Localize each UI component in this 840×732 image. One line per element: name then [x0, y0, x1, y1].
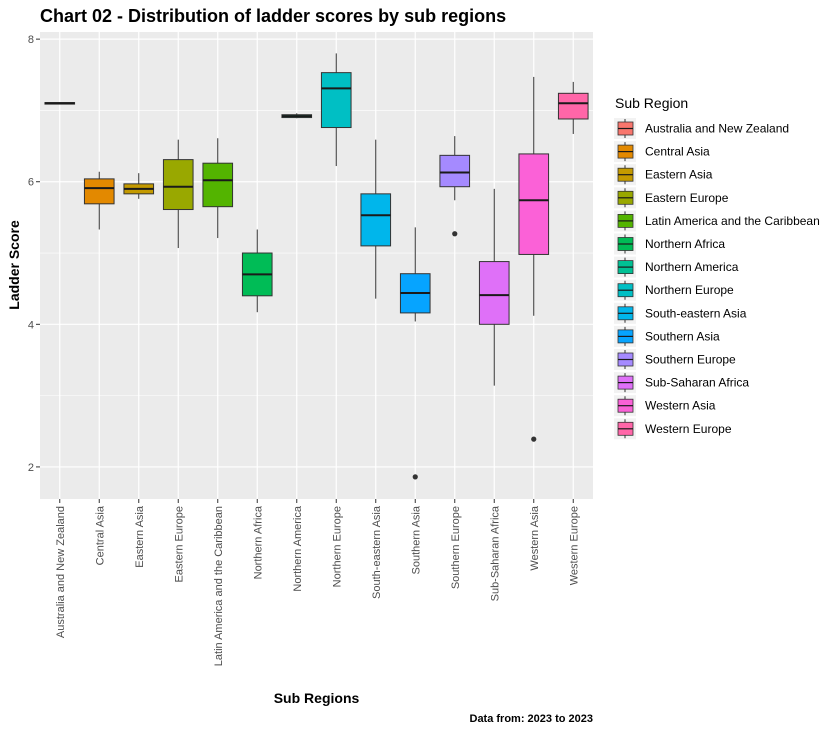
y-tick-label: 8 — [28, 34, 34, 46]
legend-item: Northern Africa — [614, 233, 725, 255]
x-tick-label: Northern America — [292, 505, 304, 591]
legend-item: Sub-Saharan Africa — [614, 372, 749, 394]
x-tick-label: South-eastern Asia — [371, 505, 383, 599]
legend-title: Sub Region — [615, 95, 688, 111]
outlier-point — [531, 436, 537, 442]
x-tick-label: Northern Europe — [331, 506, 343, 587]
box-iqr — [518, 153, 550, 255]
legend-label: Southern Europe — [645, 353, 736, 367]
x-tick-label: Southern Europe — [450, 506, 462, 589]
box-iqr — [439, 154, 471, 188]
legend-item: Australia and New Zealand — [614, 118, 789, 139]
box-latin-america-and-the-caribbean — [202, 138, 234, 239]
y-axis-title: Ladder Score — [6, 220, 22, 310]
box-northern-america — [281, 113, 313, 119]
box-iqr — [162, 159, 194, 211]
legend-item: Central Asia — [614, 141, 710, 163]
box-northern-europe — [320, 53, 352, 167]
data-caption: Data from: 2023 to 2023 — [470, 713, 594, 725]
legend-label: Latin America and the Caribbean — [645, 214, 820, 228]
box-iqr — [360, 193, 392, 247]
legend-label: South-eastern Asia — [645, 306, 747, 320]
x-tick-label: Sub-Saharan Africa — [489, 505, 501, 601]
legend-label: Western Asia — [645, 399, 716, 413]
box-iqr — [557, 92, 589, 120]
box-southern-asia — [399, 227, 431, 480]
legend-item: Northern America — [614, 256, 739, 278]
box-iqr — [478, 261, 510, 325]
legend-label: Sub-Saharan Africa — [645, 376, 749, 390]
box-eastern-europe — [162, 139, 194, 249]
legend-label: Northern Europe — [645, 283, 734, 297]
legend-label: Southern Asia — [645, 329, 720, 343]
legend-item: Latin America and the Caribbean — [614, 210, 820, 232]
box-eastern-asia — [123, 173, 155, 199]
legend-item: South-eastern Asia — [614, 302, 747, 324]
box-central-asia — [83, 171, 115, 230]
legend-label: Eastern Europe — [645, 191, 729, 205]
legend-label: Australia and New Zealand — [645, 122, 789, 136]
legend-label: Northern America — [645, 260, 739, 274]
box-australia-and-new-zealand — [44, 102, 76, 105]
y-tick-label: 6 — [28, 177, 34, 189]
legend-item: Southern Europe — [614, 349, 736, 370]
y-axis: 2 4 6 8 — [28, 34, 40, 474]
x-tick-label: Latin America and the Caribbean — [213, 506, 225, 666]
legend-item: Southern Asia — [614, 325, 720, 347]
x-tick-label: Northern Africa — [252, 505, 264, 579]
outlier-point — [412, 474, 418, 480]
y-tick-label: 4 — [28, 319, 34, 331]
x-tick-label: Eastern Europe — [173, 506, 185, 582]
legend: Sub Region Australia and New Zealand Cent… — [614, 95, 820, 440]
x-axis: Australia and New Zealand Central Asia Eas… — [55, 499, 580, 666]
x-tick-label: Australia and New Zealand — [55, 506, 67, 638]
x-tick-label: Western Asia — [529, 505, 541, 570]
x-axis-title: Sub Regions — [274, 690, 360, 706]
legend-label: Central Asia — [645, 145, 710, 159]
box-western-asia — [518, 76, 550, 442]
box-sub-saharan-africa — [478, 188, 510, 386]
box-western-europe — [557, 81, 589, 134]
box-iqr — [202, 162, 234, 208]
box-northern-africa — [241, 229, 273, 313]
plot-panel — [40, 32, 593, 499]
chart-title: Chart 02 - Distribution of ladder scores… — [40, 6, 506, 26]
x-tick-label: Western Europe — [568, 506, 580, 585]
legend-item: Eastern Europe — [614, 187, 729, 209]
box-series — [44, 53, 589, 480]
box-iqr — [83, 178, 115, 205]
x-tick-label: Southern Asia — [410, 505, 422, 574]
legend-item: Western Asia — [614, 395, 716, 417]
legend-label: Western Europe — [645, 422, 732, 436]
x-tick-label: Central Asia — [94, 505, 106, 565]
legend-label: Northern Africa — [645, 237, 725, 251]
x-tick-label: Eastern Asia — [134, 505, 146, 568]
legend-label: Eastern Asia — [645, 168, 713, 182]
legend-item: Eastern Asia — [614, 164, 713, 186]
legend-item: Northern Europe — [614, 279, 734, 301]
legend-item: Western Europe — [614, 418, 732, 440]
box-south-eastern-asia — [360, 139, 392, 299]
box-southern-europe — [439, 136, 471, 237]
outlier-point — [452, 231, 458, 237]
box-iqr — [320, 72, 352, 129]
y-tick-label: 2 — [28, 462, 34, 474]
